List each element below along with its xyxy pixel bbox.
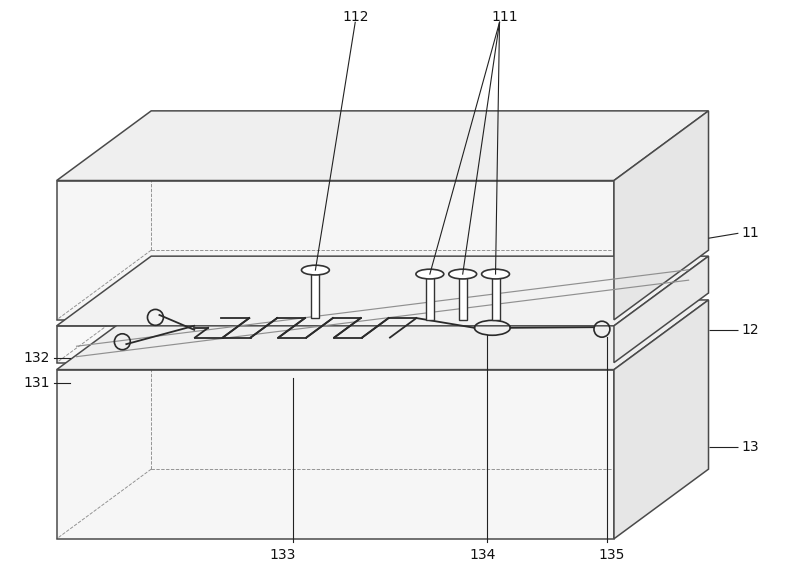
Text: 112: 112 (342, 10, 369, 24)
Text: 134: 134 (470, 548, 495, 562)
Ellipse shape (449, 269, 477, 279)
Polygon shape (57, 369, 614, 539)
Text: 111: 111 (491, 10, 518, 24)
Polygon shape (57, 256, 709, 326)
Polygon shape (614, 300, 709, 539)
Bar (426, 274, 434, 320)
Bar (491, 274, 499, 320)
Polygon shape (57, 300, 709, 369)
Text: 13: 13 (742, 440, 759, 454)
Polygon shape (614, 256, 709, 362)
Text: 12: 12 (742, 323, 759, 337)
Bar (458, 274, 466, 320)
Text: 11: 11 (742, 226, 759, 240)
Ellipse shape (416, 269, 444, 279)
Polygon shape (57, 180, 614, 320)
Text: 133: 133 (270, 548, 296, 562)
Polygon shape (614, 111, 709, 320)
Text: 132: 132 (24, 351, 50, 365)
Text: 131: 131 (24, 376, 50, 390)
Polygon shape (57, 326, 614, 362)
Bar (311, 270, 319, 318)
Text: 135: 135 (598, 548, 625, 562)
Ellipse shape (482, 269, 510, 279)
Polygon shape (57, 111, 709, 180)
Ellipse shape (302, 265, 330, 275)
